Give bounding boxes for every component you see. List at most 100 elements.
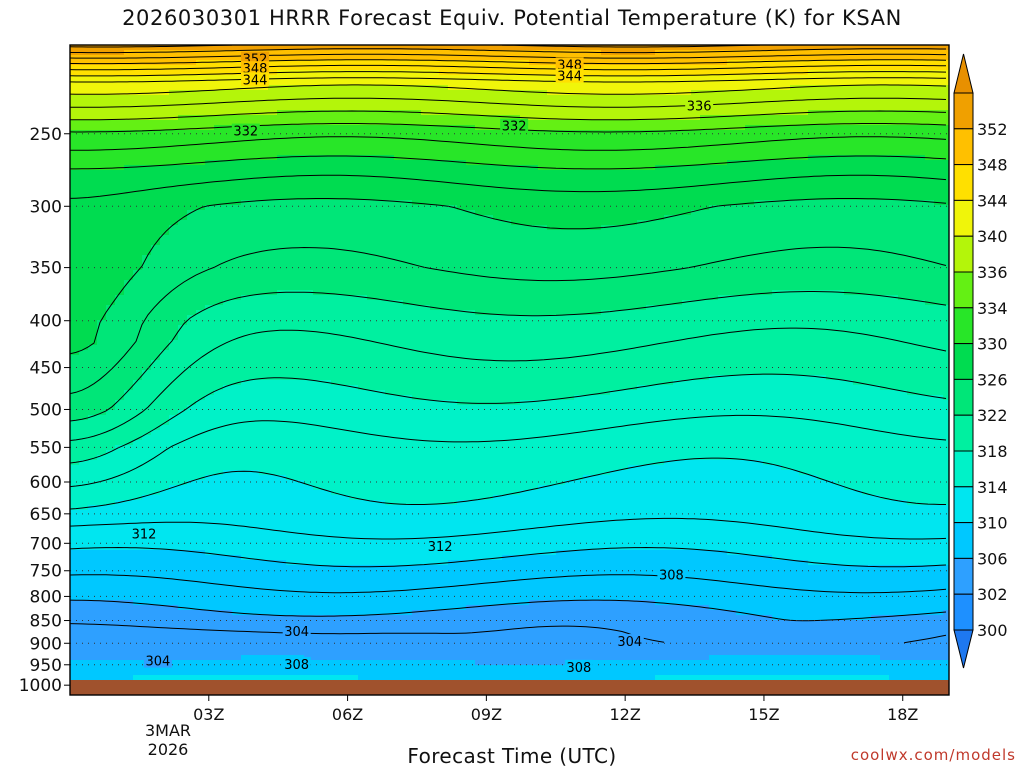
field-cell	[295, 180, 305, 186]
field-cell	[709, 220, 719, 226]
field-cell	[241, 160, 251, 166]
field-cell	[880, 270, 890, 276]
field-cell	[610, 240, 620, 246]
field-cell	[133, 250, 143, 256]
field-cell	[304, 275, 314, 281]
field-cell	[916, 245, 926, 251]
field-cell	[268, 285, 278, 291]
field-cell	[772, 65, 782, 71]
field-cell	[700, 225, 710, 231]
field-cell	[79, 250, 89, 256]
field-cell	[826, 245, 836, 251]
field-cell	[727, 95, 737, 101]
field-cell	[106, 180, 116, 186]
field-cell	[475, 240, 485, 246]
field-cell	[826, 50, 836, 56]
field-cell	[187, 135, 197, 141]
field-cell	[646, 275, 656, 281]
field-cell	[736, 160, 746, 166]
field-cell	[547, 285, 557, 291]
field-cell	[394, 125, 404, 131]
field-cell	[916, 255, 926, 261]
field-cell	[871, 195, 881, 201]
field-cell	[619, 155, 629, 161]
field-cell	[322, 220, 332, 226]
field-cell	[250, 275, 260, 281]
field-cell	[394, 70, 404, 76]
field-cell	[250, 230, 260, 236]
field-cell	[502, 130, 512, 136]
field-cell	[862, 120, 872, 126]
field-cell	[520, 280, 530, 286]
field-cell	[484, 235, 494, 241]
field-cell	[277, 270, 287, 276]
field-cell	[421, 65, 431, 71]
field-cell	[124, 285, 134, 291]
field-cell	[331, 145, 341, 151]
field-cell	[466, 230, 476, 236]
field-cell	[754, 125, 764, 131]
field-cell	[898, 275, 908, 281]
field-cell	[646, 225, 656, 231]
field-cell	[232, 160, 242, 166]
field-cell	[691, 95, 701, 101]
field-cell	[889, 150, 899, 156]
field-cell	[178, 115, 188, 121]
field-cell	[223, 250, 233, 256]
field-cell	[331, 45, 341, 51]
field-cell	[574, 90, 584, 96]
field-cell	[799, 95, 809, 101]
field-cell	[196, 240, 206, 246]
field-cell	[709, 80, 719, 86]
field-cell	[286, 265, 296, 271]
field-cell	[214, 260, 224, 266]
field-cell	[484, 260, 494, 266]
field-cell	[916, 195, 926, 201]
field-cell	[502, 115, 512, 121]
field-cell	[70, 160, 80, 166]
field-cell	[682, 165, 692, 171]
field-cell	[655, 185, 665, 191]
field-cell	[196, 75, 206, 81]
field-cell	[565, 285, 575, 291]
field-cell	[484, 80, 494, 86]
field-cell	[817, 280, 827, 286]
field-cell	[79, 220, 89, 226]
field-cell	[763, 220, 773, 226]
field-cell	[304, 250, 314, 256]
field-cell	[790, 170, 800, 176]
field-cell	[538, 75, 548, 81]
field-cell	[259, 230, 269, 236]
field-cell	[376, 280, 386, 286]
field-cell	[376, 210, 386, 216]
field-cell	[79, 70, 89, 76]
field-cell	[934, 275, 944, 281]
field-cell	[304, 45, 314, 51]
field-cell	[844, 180, 854, 186]
field-cell	[709, 100, 719, 106]
field-cell	[79, 290, 89, 296]
field-cell	[619, 165, 629, 171]
field-cell	[664, 225, 674, 231]
field-cell	[115, 95, 125, 101]
field-cell	[925, 280, 935, 286]
field-cell	[556, 225, 566, 231]
field-cell	[349, 160, 359, 166]
field-cell	[295, 185, 305, 191]
field-cell	[286, 115, 296, 121]
field-cell	[160, 235, 170, 241]
field-cell	[772, 110, 782, 116]
field-cell	[403, 185, 413, 191]
field-cell	[457, 250, 467, 256]
field-cell	[745, 160, 755, 166]
field-cell	[682, 70, 692, 76]
field-cell	[214, 290, 224, 296]
field-cell	[322, 140, 332, 146]
field-cell	[187, 50, 197, 56]
field-cell	[214, 155, 224, 161]
field-cell	[259, 130, 269, 136]
field-cell	[880, 135, 890, 141]
field-cell	[160, 220, 170, 226]
field-cell	[556, 205, 566, 211]
field-cell	[331, 235, 341, 241]
